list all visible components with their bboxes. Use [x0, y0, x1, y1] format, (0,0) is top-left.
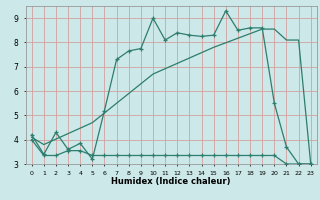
- X-axis label: Humidex (Indice chaleur): Humidex (Indice chaleur): [111, 177, 231, 186]
